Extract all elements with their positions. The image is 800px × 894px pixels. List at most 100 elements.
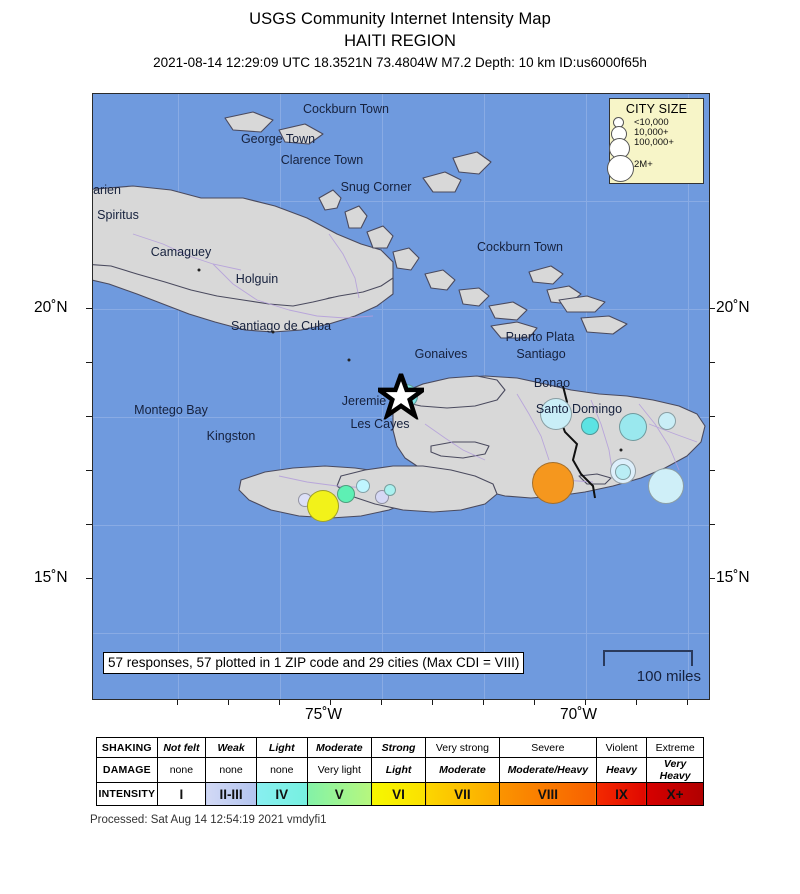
intensity-cell-ix: IX [595,782,648,806]
shaking-cell: Not felt [156,737,207,758]
shaking-cell: Strong [371,737,427,758]
city-label: Bonao [533,376,571,390]
damage-cell: none [205,757,257,783]
intensity-cell-v: V [306,782,373,806]
intensity-map[interactable]: Cockburn Town George Town Clarence Town … [92,93,710,700]
gridline [688,94,689,699]
intensity-cell-ii-iii: II-III [205,782,257,806]
intensity-dot [356,479,370,493]
damage-cell: Moderate/Heavy [498,757,597,783]
shaking-cell: Extreme [646,737,704,758]
gridline [93,525,709,526]
city-label: George Town [240,132,316,146]
axis-tick [86,416,92,417]
city-point [271,330,275,334]
city-point [197,268,201,272]
axis-tick [86,578,92,579]
axis-tick [687,699,688,705]
city-intensity-dot [615,464,631,480]
city-label: Cockburn Town [303,102,389,116]
gridline [93,309,709,310]
lat-label-left-20n: 20˚N [34,299,68,316]
damage-cell: none [256,757,308,783]
intensity-cell-i: I [156,782,207,806]
map-container: 20˚N 15˚N 20˚N 15˚N 75˚W 70˚W [0,88,800,723]
axis-tick [709,470,715,471]
city-label: Cockburn Town [477,240,563,254]
axis-tick [86,470,92,471]
axis-tick [177,699,178,705]
axis-tick [86,362,92,363]
city-size-label-xlarge: 2M+ [634,159,653,170]
city-label: Holguin [235,272,279,286]
axis-tick [86,308,92,309]
axis-tick [709,524,715,525]
axis-tick [636,699,637,705]
intensity-cell-iv: IV [256,782,308,806]
table-row-shaking: SHAKING Not felt Weak Light Moderate Str… [96,737,704,758]
city-intensity-dot [581,417,599,435]
response-summary: 57 responses, 57 plotted in 1 ZIP code a… [103,652,525,674]
row-label-shaking: SHAKING [96,737,158,758]
city-size-legend-title: CITY SIZE [625,102,688,116]
page-title: USGS Community Internet Intensity Map [249,10,551,28]
damage-cell: none [156,757,207,783]
lat-label-right-20n: 20˚N [716,299,750,316]
city-label: arien [93,183,121,197]
city-label: Puerto Plata [505,330,575,344]
city-intensity-dot [307,490,339,522]
damage-cell: Heavy [595,757,648,783]
city-intensity-dot [648,468,684,504]
intensity-dot [532,462,574,504]
damage-cell: Light [371,757,427,783]
city-label: Spiritus [97,208,139,222]
scale-bar-top [603,650,693,652]
table-row-damage: DAMAGE none none none Very light Light M… [96,757,704,783]
axis-tick [585,699,586,705]
axis-tick [86,524,92,525]
row-label-intensity: INTENSITY [96,782,158,806]
city-label: Santo Domingo [535,402,623,416]
lon-label-70w: 70˚W [560,706,598,723]
coastlines [93,111,706,519]
intensity-dot [337,485,355,503]
axis-tick [709,308,715,309]
map-header: USGS Community Internet Intensity Map HA… [0,0,800,73]
axis-tick [432,699,433,705]
city-label: Camaguey [150,245,212,259]
lon-label-75w: 75˚W [305,706,343,723]
axis-tick [279,699,280,705]
scale-bar-left-tick [603,650,605,666]
city-point [619,448,623,452]
processed-timestamp: Processed: Sat Aug 14 12:54:19 2021 vmdy… [90,814,327,826]
axis-tick [381,699,382,705]
axis-tick [483,699,484,705]
table-row-intensity: INTENSITY I II-III IV V VI VII VIII IX X… [96,782,704,806]
gridline [382,94,383,699]
city-label: Clarence Town [280,153,364,167]
shaking-cell: Moderate [306,737,373,758]
shaking-cell: Light [256,737,308,758]
axis-tick [228,699,229,705]
row-label-damage: DAMAGE [96,757,158,783]
intensity-dot [384,484,396,496]
scale-bar-label: 100 miles [636,668,701,685]
shaking-cell: Very strong [425,737,500,758]
gridline [93,633,709,634]
gridline [280,94,281,699]
intensity-scale-table: SHAKING Not felt Weak Light Moderate Str… [96,737,704,806]
intensity-cell-vi: VI [371,782,427,806]
city-size-circle-xlarge [607,155,634,182]
shaking-cell: Violent [595,737,648,758]
city-label: Jeremie [341,394,387,408]
epicenter-star-icon [372,367,430,425]
lat-label-left-15n: 15˚N [34,569,68,586]
intensity-cell-x-plus: X+ [646,782,704,806]
damage-cell: Very Heavy [646,757,704,783]
axis-tick [709,416,715,417]
city-size-label-large: 100,000+ [634,137,674,148]
city-label: Snug Corner [340,180,412,194]
axis-tick [534,699,535,705]
city-intensity-dot [619,413,647,441]
shaking-cell: Severe [498,737,597,758]
